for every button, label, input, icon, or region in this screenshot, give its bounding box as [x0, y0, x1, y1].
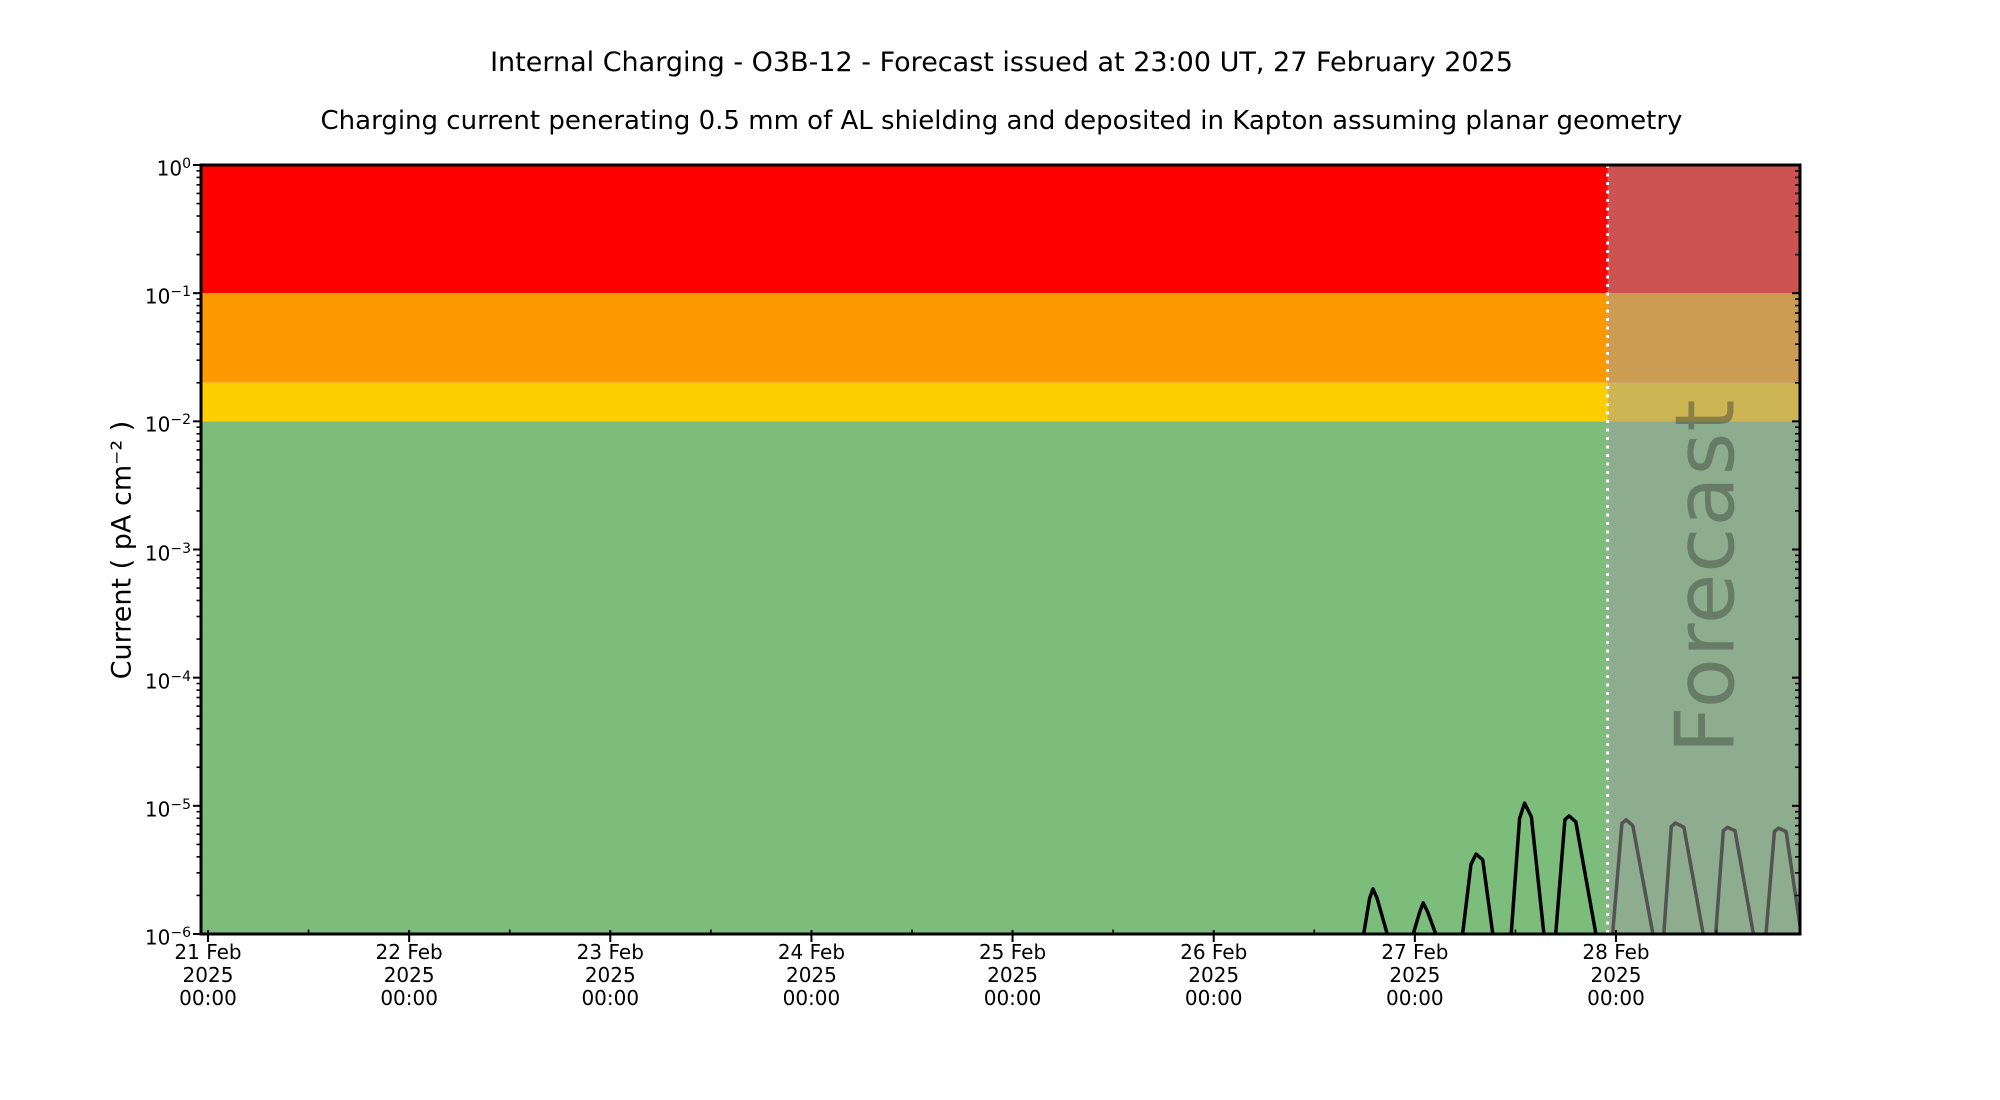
band-yellow: [201, 382, 1800, 422]
y-tick-label: 10−2: [144, 412, 191, 437]
x-tick-label: 25 Feb 2025 00:00: [978, 940, 1047, 1010]
axes-title: Charging current penerating 0.5 mm of AL…: [320, 106, 1683, 136]
y-tick-label: 10−4: [144, 668, 191, 694]
band-red: [201, 165, 1800, 294]
figure-title: Internal Charging - O3B-12 - Forecast is…: [490, 47, 1513, 78]
x-tick-label: 26 Feb 2025 00:00: [1180, 940, 1248, 1010]
y-tick-label: 10−6: [144, 925, 191, 950]
forecast-label: Forecast: [1658, 398, 1754, 754]
x-tick-label: 24 Feb 2025 00:00: [777, 940, 846, 1010]
y-tick-label: 10−1: [144, 284, 191, 309]
plot-border: [199, 163, 1802, 936]
charging-current-line: [1509, 801, 1546, 934]
band-orange: [201, 293, 1800, 383]
y-tick-label: 10−3: [144, 540, 191, 566]
charging-current-line: [1411, 901, 1438, 934]
threshold-bands: [201, 165, 1800, 934]
x-tick-label: 21 Feb 2025 00:00: [174, 940, 242, 1010]
forecast-overlay: [1607, 165, 1800, 934]
y-tick-label: 10−5: [144, 796, 191, 822]
charging-current-line: [1460, 852, 1495, 934]
y-tick-label: 100: [156, 156, 191, 181]
x-tick-label: 23 Feb 2025 00:00: [576, 940, 644, 1010]
charging-current-line: [1361, 887, 1389, 934]
x-tick-label: 22 Feb 2025 00:00: [375, 940, 443, 1010]
charging-current-line: [1553, 814, 1598, 934]
x-tick-label: 28 Feb 2025 00:00: [1582, 940, 1650, 1010]
x-tick-label: 27 Feb 2025 00:00: [1381, 940, 1449, 1010]
